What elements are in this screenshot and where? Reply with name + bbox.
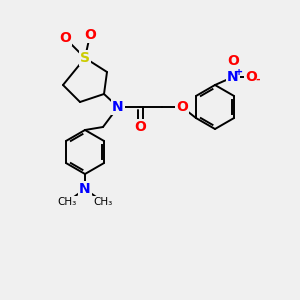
Text: CH₃: CH₃ (93, 197, 112, 207)
Text: O: O (176, 100, 188, 114)
Text: O: O (84, 28, 96, 42)
Text: -: - (256, 75, 260, 85)
Text: O: O (134, 120, 146, 134)
Text: S: S (80, 51, 90, 65)
Text: N: N (112, 100, 124, 114)
Text: O: O (59, 31, 71, 45)
Text: N: N (227, 70, 239, 84)
Text: CH₃: CH₃ (57, 197, 76, 207)
Text: N: N (79, 182, 91, 196)
Text: O: O (245, 70, 257, 84)
Text: O: O (227, 54, 239, 68)
Text: +: + (235, 67, 243, 77)
